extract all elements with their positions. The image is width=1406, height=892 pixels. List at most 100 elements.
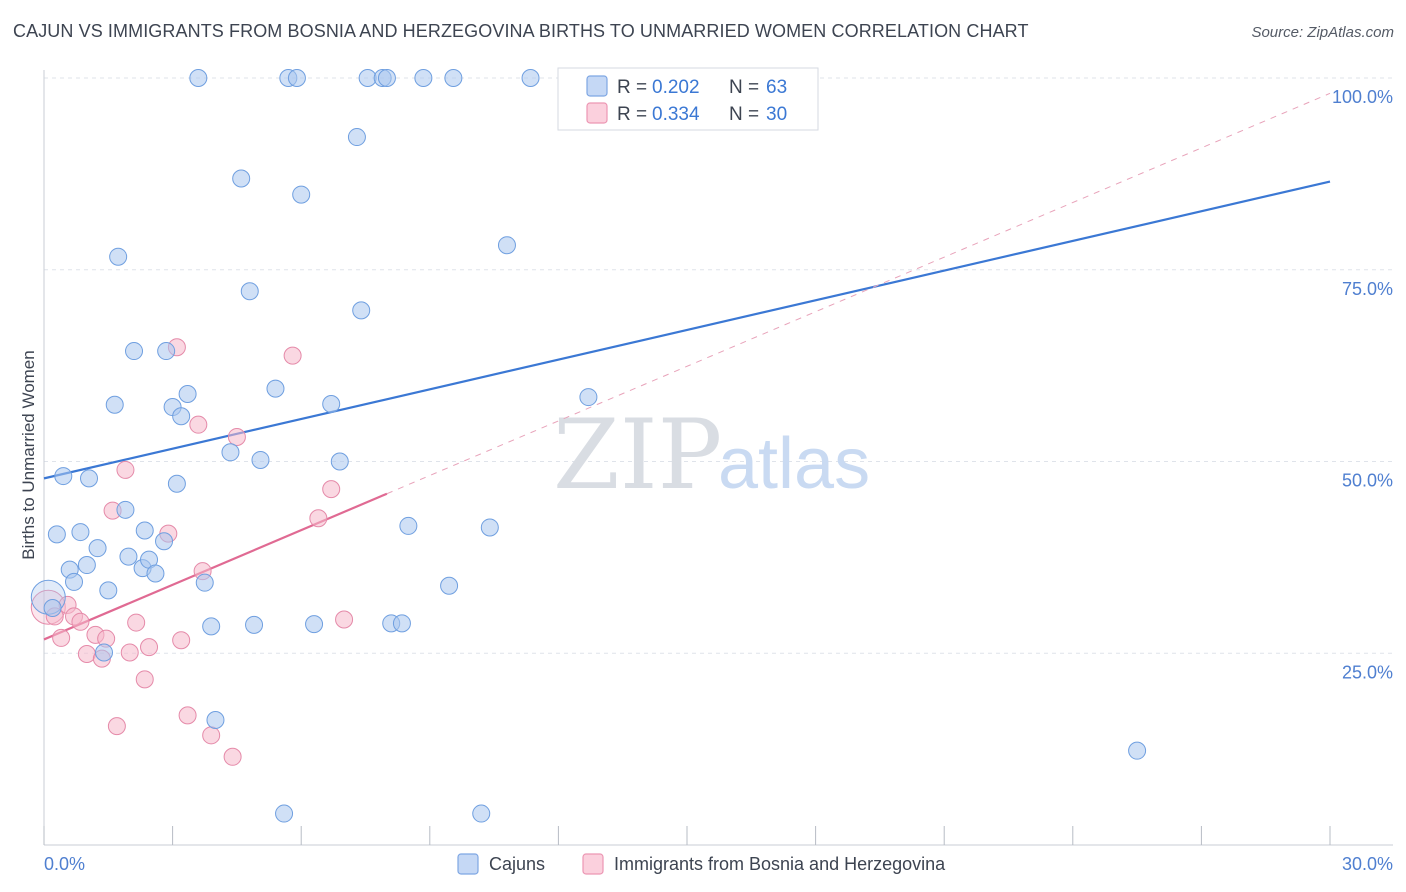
point-cajuns xyxy=(157,342,176,361)
point-bosnia xyxy=(202,726,221,745)
trend-layer xyxy=(43,92,1331,641)
point-bosnia xyxy=(189,415,208,434)
point-bosnia xyxy=(107,717,126,736)
point-bosnia xyxy=(309,509,328,528)
stats-r-label-bosnia: R = xyxy=(617,104,647,125)
point-bosnia xyxy=(116,460,135,479)
point-bosnia xyxy=(227,427,246,446)
point-cajuns xyxy=(497,236,516,255)
point-cajuns xyxy=(43,598,62,617)
trend-line-cajuns xyxy=(43,180,1331,480)
y-tick-label: 100.0% xyxy=(1332,87,1393,107)
point-cajuns xyxy=(65,572,84,591)
point-cajuns xyxy=(275,804,294,823)
x-tick-label-max: 30.0% xyxy=(1342,854,1393,874)
point-bosnia xyxy=(283,346,302,365)
point-cajuns xyxy=(521,69,540,87)
y-tick-label: 75.0% xyxy=(1342,279,1393,299)
point-cajuns xyxy=(95,643,114,662)
point-cajuns xyxy=(480,518,499,537)
legend-label-cajuns: Cajuns xyxy=(489,854,545,874)
point-cajuns xyxy=(352,301,371,320)
stats-legend: R = 0.202 N = 63 R = 0.334 N = 30 xyxy=(557,67,819,131)
point-cajuns xyxy=(47,525,66,544)
trend-line-bosnia xyxy=(43,492,388,641)
point-cajuns xyxy=(189,69,208,87)
series-legend: Cajuns Immigrants from Bosnia and Herzeg… xyxy=(457,853,946,875)
source-credit: Source: ZipAtlas.com xyxy=(1251,24,1394,41)
point-cajuns xyxy=(88,539,107,558)
stats-swatch-bosnia xyxy=(586,102,608,124)
point-cajuns xyxy=(80,469,99,488)
point-cajuns xyxy=(330,452,349,471)
grid-layer xyxy=(44,77,1393,654)
y-tick-label: 25.0% xyxy=(1342,662,1393,682)
point-bosnia xyxy=(140,638,159,657)
point-cajuns xyxy=(77,556,96,575)
stats-n-label-cajuns: N = xyxy=(729,77,759,98)
point-cajuns xyxy=(109,247,128,266)
stats-r-label-cajuns: R = xyxy=(617,77,647,98)
point-cajuns xyxy=(54,467,73,486)
stats-swatch-cajuns xyxy=(586,75,608,97)
legend-swatch-bosnia xyxy=(582,853,604,875)
y-tick-label: 50.0% xyxy=(1342,471,1393,491)
y-tick-labels: 25.0% 50.0% 75.0% 100.0% xyxy=(1332,87,1393,682)
axis-layer xyxy=(43,70,1393,846)
point-bosnia xyxy=(71,612,90,631)
point-bosnia xyxy=(335,610,354,629)
point-cajuns xyxy=(206,710,225,729)
point-cajuns xyxy=(472,804,491,823)
point-bosnia xyxy=(127,613,146,632)
point-bosnia xyxy=(322,480,341,499)
point-cajuns xyxy=(1128,741,1147,760)
point-cajuns xyxy=(358,69,377,87)
point-cajuns xyxy=(392,614,411,633)
point-cajuns xyxy=(440,576,459,595)
point-cajuns xyxy=(119,547,138,566)
point-bosnia xyxy=(172,631,191,650)
point-bosnia xyxy=(223,747,242,766)
trend-line-bosnia-extension xyxy=(386,92,1331,495)
point-cajuns xyxy=(172,407,191,426)
point-cajuns xyxy=(444,69,463,87)
stats-n-label-bosnia: N = xyxy=(729,104,759,125)
point-cajuns xyxy=(266,379,285,398)
stats-r-value-cajuns: 0.202 xyxy=(652,77,700,98)
point-cajuns xyxy=(305,615,324,634)
point-cajuns xyxy=(71,523,90,542)
point-cajuns xyxy=(322,394,341,413)
point-bosnia xyxy=(120,643,139,662)
stats-r-value-bosnia: 0.334 xyxy=(652,104,700,125)
point-bosnia xyxy=(77,645,96,664)
point-cajuns xyxy=(287,69,306,87)
point-cajuns xyxy=(377,69,396,87)
point-cajuns xyxy=(167,474,186,493)
x-tick-label-min: 0.0% xyxy=(44,854,85,874)
points-layer xyxy=(30,69,1147,823)
point-cajuns xyxy=(399,516,418,535)
point-cajuns xyxy=(125,342,144,361)
y-axis-label: Births to Unmarried Women xyxy=(19,350,38,559)
point-cajuns xyxy=(579,388,598,407)
point-cajuns xyxy=(116,500,135,519)
point-cajuns xyxy=(221,443,240,462)
point-cajuns xyxy=(347,128,366,147)
point-cajuns xyxy=(195,573,214,592)
watermark-atlas: atlas xyxy=(718,424,870,504)
point-cajuns xyxy=(414,69,433,87)
stats-n-value-cajuns: 63 xyxy=(766,77,787,98)
point-cajuns xyxy=(178,385,197,404)
stats-n-value-bosnia: 30 xyxy=(766,104,787,125)
point-cajuns xyxy=(292,185,311,204)
point-bosnia xyxy=(135,670,154,689)
point-cajuns xyxy=(135,521,154,540)
point-cajuns xyxy=(202,617,221,636)
chart-title: CAJUN VS IMMIGRANTS FROM BOSNIA AND HERZ… xyxy=(13,21,1029,41)
point-cajuns xyxy=(155,532,174,551)
point-cajuns xyxy=(105,395,124,414)
watermark-zip: ZIP xyxy=(553,399,722,511)
point-cajuns xyxy=(251,450,270,469)
point-cajuns xyxy=(99,581,118,600)
